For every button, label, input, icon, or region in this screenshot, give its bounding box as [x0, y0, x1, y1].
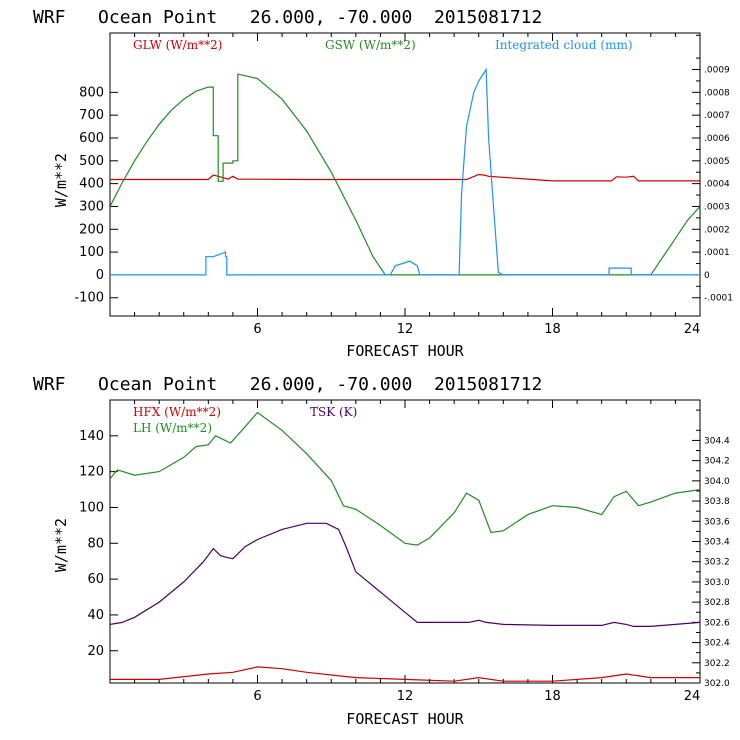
chart-1-title: WRF Ocean Point 26.000, -70.000 20150817…: [33, 7, 542, 28]
chart-1-x-tick-label: 6: [253, 322, 261, 337]
chart-1-legend-glw: GLW (W/m**2): [133, 38, 222, 52]
chart-2-y-tick-label: 60: [87, 572, 104, 587]
chart-2-y-tick-label: 80: [87, 536, 104, 551]
chart-1-y2-tick-label: .0007: [704, 111, 730, 121]
chart-1-y2-tick-label: .0003: [704, 202, 730, 212]
chart-1-y-tick-label: 400: [79, 177, 104, 192]
chart-1-y-tick-label: -100: [74, 291, 104, 306]
chart-1-y-tick-label: 800: [79, 85, 104, 100]
chart-1-y2-tick-label: .0005: [704, 157, 730, 167]
chart-1-legend-cloud: Integrated cloud (mm): [495, 38, 633, 52]
chart-1-y2-tick-label: .0008: [704, 88, 730, 98]
chart-2-title: WRF Ocean Point 26.000, -70.000 20150817…: [33, 374, 542, 395]
chart-2-y-axis-label: W/m**2: [52, 518, 70, 572]
chart-1-y2-tick-label: .0001: [704, 248, 730, 258]
chart-1-y-tick-label: 600: [79, 131, 104, 146]
chart-2-y2-tick-label: 302.6: [704, 618, 730, 628]
chart-1-x-tick-label: 24: [684, 322, 701, 337]
chart-1-y-axis-label: W/m**2: [52, 153, 70, 207]
chart-2-y-tick-label: 20: [87, 644, 104, 659]
chart-1-y-tick-label: 0: [96, 268, 104, 283]
chart-2-y2-tick-label: 303.8: [704, 497, 730, 507]
chart-2-y2-tick-label: 302.4: [704, 639, 730, 649]
chart-1-series-integrated-line: [110, 67, 700, 276]
chart-2-y-tick-label: 40: [87, 608, 104, 623]
chart-1-series-glw-line: [110, 173, 700, 182]
chart-2-y-tick-label: 140: [79, 429, 104, 444]
chart-1: WRF Ocean Point 26.000, -70.000 20150817…: [33, 7, 701, 360]
chart-2: WRF Ocean Point 26.000, -70.000 20150817…: [33, 374, 701, 728]
chart-2-x-tick-label: 18: [544, 689, 561, 704]
chart-2-y2-tick-label: 304.2: [704, 457, 730, 467]
chart-1-y-tick-label: 200: [79, 222, 104, 237]
chart-1-y-tick-label: 100: [79, 245, 104, 260]
chart-1-y2-tick-label: 0: [704, 271, 710, 281]
chart-2-y2-tick-label: 304.0: [704, 477, 730, 487]
chart-2-legend-hfx: HFX (W/m**2): [133, 405, 221, 419]
chart-1-x-tick-label: 12: [397, 322, 414, 337]
chart-2-x-axis-label: FORECAST HOUR: [346, 710, 464, 728]
chart-1-x-axis-label: FORECAST HOUR: [346, 342, 464, 360]
chart-2-y2-tick-label: 304.4: [704, 436, 730, 446]
chart-1-plot-frame: [109, 32, 701, 317]
chart-1-y2-tick-label: .0006: [704, 134, 730, 144]
chart-1-legend-gsw: GSW (W/m**2): [325, 38, 416, 52]
chart-2-series-lh-line: [110, 411, 700, 546]
chart-1-y2-tick-label: .0004: [704, 180, 730, 190]
chart-2-y2-tick-label: 303.2: [704, 558, 730, 568]
chart-1-y-tick-label: 700: [79, 108, 104, 123]
chart-2-plot-frame: [109, 399, 701, 684]
chart-2-series-hfx-line: [110, 666, 700, 682]
chart-1-y-tick-label: 300: [79, 199, 104, 214]
chart-1-y2-tick-label: -.0001: [704, 294, 733, 304]
chart-2-y2-tick-label: 302.0: [704, 679, 730, 689]
chart-1-y2-tick-label: .0009: [704, 66, 730, 76]
chart-2-y2-tick-label: 303.6: [704, 517, 730, 527]
chart-2-y-tick-label: 100: [79, 500, 104, 515]
chart-2-y-tick-label: 120: [79, 465, 104, 480]
chart-2-series-tsk-line: [110, 522, 700, 628]
chart-2-y2-tick-label: 302.2: [704, 659, 730, 669]
chart-2-y2-tick-label: 303.4: [704, 538, 730, 548]
chart-2-legend-lh: LH (W/m**2): [133, 421, 212, 435]
chart-1-y-tick-label: 500: [79, 154, 104, 169]
chart-1-y2-tick-label: .0002: [704, 225, 730, 235]
chart-1-x-tick-label: 18: [544, 322, 561, 337]
chart-2-x-tick-label: 24: [684, 689, 701, 704]
chart-2-legend-tsk: TSK (K): [310, 405, 357, 419]
chart-1-series-gsw-line: [110, 73, 700, 276]
chart-2-y2-tick-label: 303.0: [704, 578, 730, 588]
chart-2-y2-tick-label: 302.8: [704, 598, 730, 608]
chart-2-x-tick-label: 6: [253, 689, 261, 704]
chart-2-x-tick-label: 12: [397, 689, 414, 704]
